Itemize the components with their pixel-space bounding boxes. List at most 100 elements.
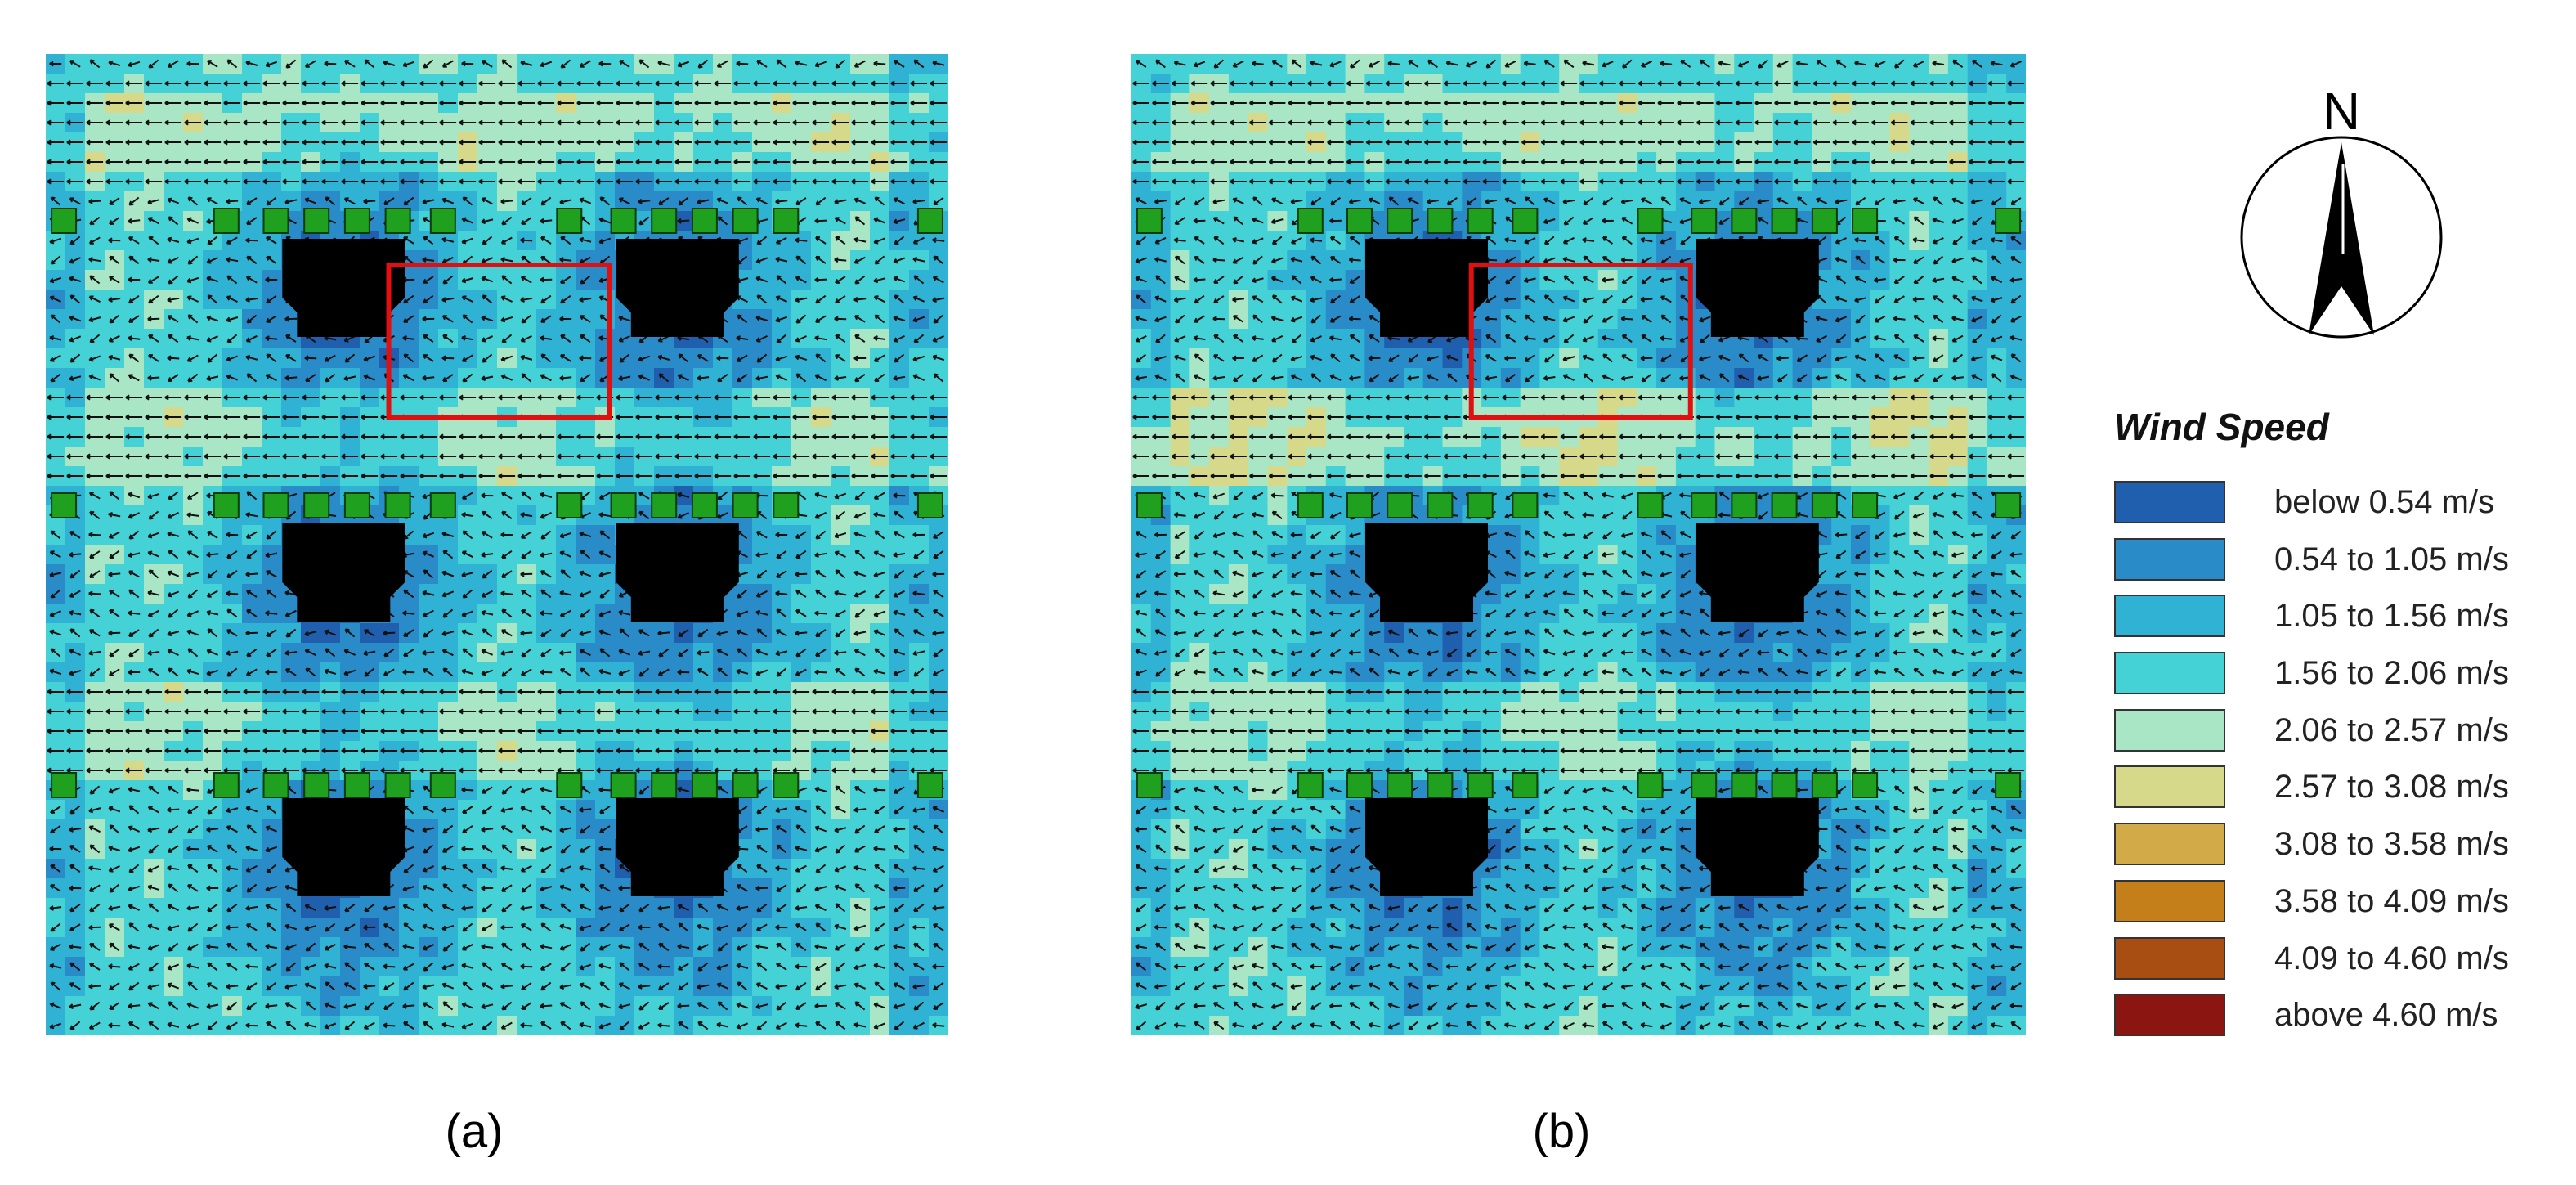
wind-arrow xyxy=(910,178,928,185)
wind-arrow xyxy=(792,747,810,754)
wind-arrow xyxy=(540,353,552,363)
wind-arrow xyxy=(262,394,280,401)
wind-arrow xyxy=(284,650,298,656)
wind-arrow xyxy=(873,217,886,224)
wind-arrow xyxy=(422,923,435,931)
wind-arrow xyxy=(638,963,650,971)
wind-arrow xyxy=(694,747,712,754)
wind-arrow xyxy=(361,473,379,479)
wind-arrow xyxy=(226,236,238,245)
tree-marker xyxy=(213,772,240,798)
wind-arrow xyxy=(187,492,199,500)
wind-arrow xyxy=(47,728,65,734)
wind-arrow xyxy=(343,197,356,205)
wind-arrow xyxy=(226,355,239,362)
wind-arrow xyxy=(128,648,140,658)
wind-field xyxy=(1131,54,2026,1035)
wind-arrow xyxy=(302,708,320,715)
wind-arrow xyxy=(462,373,473,383)
wind-arrow xyxy=(125,80,143,87)
wind-arrow xyxy=(599,922,611,932)
wind-arrow xyxy=(618,197,630,205)
wind-arrow xyxy=(482,294,493,304)
wind-arrow xyxy=(321,178,339,185)
wind-arrow xyxy=(88,374,101,381)
wind-arrow xyxy=(756,805,768,815)
wind-arrow xyxy=(812,453,830,460)
wind-arrow xyxy=(164,178,182,185)
wind-arrow xyxy=(736,354,748,362)
wind-arrow xyxy=(910,139,928,146)
wind-arrow xyxy=(125,728,143,734)
wind-arrow xyxy=(835,962,846,972)
wind-arrow xyxy=(598,884,611,892)
wind-arrow xyxy=(265,669,278,676)
wind-arrow xyxy=(285,903,297,913)
wind-arrow xyxy=(933,824,944,834)
wind-arrow xyxy=(674,767,692,774)
wind-arrow xyxy=(226,608,238,618)
wind-arrow xyxy=(461,492,473,500)
wind-arrow xyxy=(89,275,101,285)
wind-arrow xyxy=(439,747,457,754)
wind-arrow xyxy=(580,942,591,952)
wind-arrow xyxy=(890,767,908,774)
wind-arrow xyxy=(145,80,163,87)
wind-arrow xyxy=(579,355,592,361)
wind-arrow xyxy=(266,294,277,304)
wind-arrow xyxy=(537,100,555,106)
wind-arrow xyxy=(540,315,552,323)
wind-arrow xyxy=(834,375,847,381)
wind-arrow xyxy=(439,80,457,87)
wind-arrow xyxy=(912,295,925,303)
wind-arrow xyxy=(344,628,356,638)
wind-arrow xyxy=(853,570,867,577)
wind-arrow xyxy=(854,883,866,893)
wind-arrow xyxy=(871,453,889,460)
wind-arrow xyxy=(737,648,748,658)
wind-arrow xyxy=(343,375,356,382)
wind-arrow xyxy=(69,669,82,676)
wind-arrow xyxy=(478,178,496,185)
wind-arrow xyxy=(125,414,143,420)
wind-arrow xyxy=(674,119,692,126)
wind-arrow xyxy=(461,237,474,245)
wind-arrow xyxy=(66,689,84,695)
wind-arrow xyxy=(88,629,101,637)
wind-arrow xyxy=(461,905,474,911)
wind-arrow xyxy=(559,590,572,596)
wind-arrow xyxy=(655,689,673,695)
wind-arrow xyxy=(834,923,847,930)
wind-arrow xyxy=(520,571,533,577)
wind-arrow xyxy=(521,589,532,598)
wind-arrow xyxy=(501,275,513,285)
wind-arrow xyxy=(69,315,82,322)
wind-arrow xyxy=(266,805,277,815)
wind-arrow xyxy=(697,984,710,990)
tree-marker xyxy=(916,208,943,234)
wind-arrow xyxy=(207,845,218,853)
wind-arrow xyxy=(441,963,455,971)
wind-arrow xyxy=(638,984,651,990)
wind-arrow xyxy=(439,139,457,146)
wind-arrow xyxy=(775,295,788,303)
wind-arrow xyxy=(814,315,827,323)
wind-arrow xyxy=(835,569,846,579)
wind-arrow xyxy=(873,277,886,284)
wind-arrow xyxy=(223,394,241,401)
wind-arrow xyxy=(912,532,925,538)
wind-arrow xyxy=(343,944,356,950)
wind-arrow xyxy=(890,728,908,734)
wind-arrow xyxy=(49,905,62,911)
wind-arrow xyxy=(616,728,634,734)
wind-arrow xyxy=(478,100,496,106)
wind-arrow xyxy=(164,414,182,420)
wind-arrow xyxy=(755,257,768,264)
wind-arrow xyxy=(167,590,180,598)
wind-arrow xyxy=(186,237,199,245)
wind-arrow xyxy=(815,353,827,363)
wind-arrow xyxy=(616,100,634,106)
wind-arrow xyxy=(599,864,611,873)
wind-arrow xyxy=(344,923,356,931)
wind-arrow xyxy=(403,922,414,932)
